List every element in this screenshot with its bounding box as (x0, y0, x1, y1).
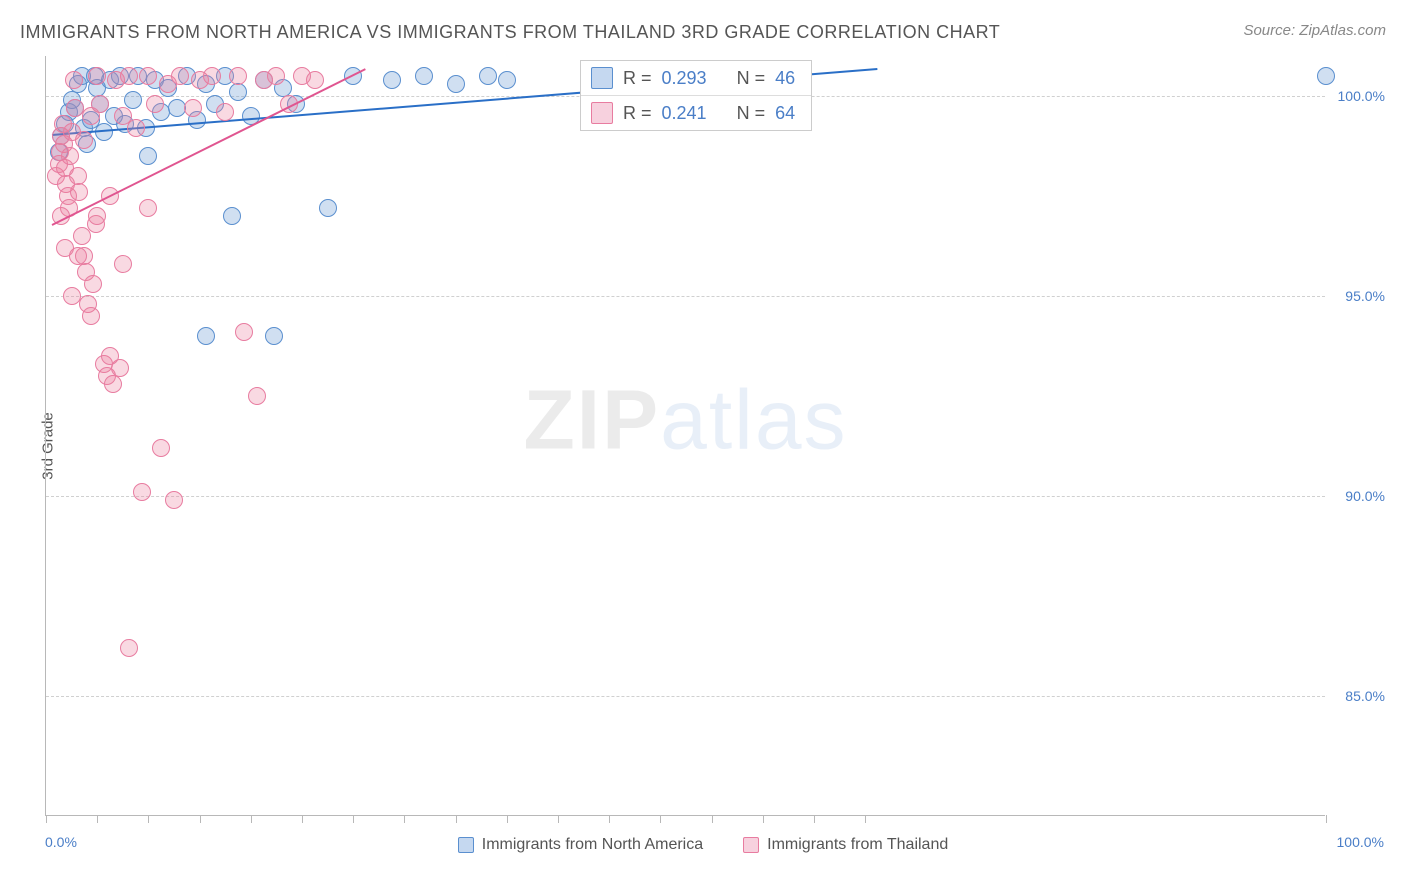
stats-swatch-icon (591, 102, 613, 124)
scatter-point (139, 199, 157, 217)
x-tick (507, 815, 508, 823)
scatter-point (114, 255, 132, 273)
legend-label: Immigrants from Thailand (767, 836, 948, 854)
x-tick (353, 815, 354, 823)
stats-r-value: 0.293 (662, 68, 707, 89)
scatter-point (415, 67, 433, 85)
scatter-point (319, 199, 337, 217)
scatter-point (229, 83, 247, 101)
stats-n-value: 46 (775, 68, 795, 89)
x-tick (148, 815, 149, 823)
scatter-plot-area: ZIPatlas 85.0%90.0%95.0%100.0% (45, 56, 1325, 816)
legend-swatch-icon (458, 837, 474, 853)
source-label: Source: ZipAtlas.com (1243, 22, 1386, 39)
x-tick (609, 815, 610, 823)
x-tick (200, 815, 201, 823)
stats-n-label: N = (737, 68, 766, 89)
scatter-point (184, 99, 202, 117)
legend-bottom: Immigrants from North America Immigrants… (0, 836, 1406, 854)
scatter-point (152, 439, 170, 457)
x-tick (660, 815, 661, 823)
scatter-point (139, 147, 157, 165)
legend-label: Immigrants from North America (482, 836, 703, 854)
scatter-point (120, 639, 138, 657)
x-tick (712, 815, 713, 823)
scatter-point (248, 387, 266, 405)
stats-r-label: R = (623, 68, 652, 89)
scatter-point (146, 95, 164, 113)
gridline (46, 296, 1325, 297)
scatter-point (75, 131, 93, 149)
x-tick (865, 815, 866, 823)
x-tick (558, 815, 559, 823)
scatter-point (82, 307, 100, 325)
scatter-point (447, 75, 465, 93)
stats-n-value: 64 (775, 103, 795, 124)
scatter-point (1317, 67, 1335, 85)
scatter-point (61, 147, 79, 165)
scatter-point (265, 327, 283, 345)
scatter-point (168, 99, 186, 117)
x-tick (814, 815, 815, 823)
legend-swatch-icon (743, 837, 759, 853)
y-tick-label: 95.0% (1330, 288, 1385, 304)
y-tick-label: 100.0% (1330, 88, 1385, 104)
scatter-point (82, 107, 100, 125)
stats-box: R = 0.293 N = 46 R = 0.241 N = 64 (580, 60, 812, 131)
scatter-point (120, 67, 138, 85)
watermark-part2: atlas (660, 373, 847, 467)
scatter-point (69, 247, 87, 265)
stats-row-thailand: R = 0.241 N = 64 (581, 96, 811, 130)
scatter-point (229, 67, 247, 85)
scatter-point (223, 207, 241, 225)
stats-r-value: 0.241 (662, 103, 707, 124)
scatter-point (124, 91, 142, 109)
stats-row-north-america: R = 0.293 N = 46 (581, 61, 811, 96)
scatter-point (171, 67, 189, 85)
scatter-point (203, 67, 221, 85)
scatter-point (267, 67, 285, 85)
scatter-point (127, 119, 145, 137)
scatter-point (498, 71, 516, 89)
legend-item-north-america: Immigrants from North America (458, 836, 703, 854)
scatter-point (383, 71, 401, 89)
x-tick (46, 815, 47, 823)
stats-swatch-icon (591, 67, 613, 89)
watermark: ZIPatlas (523, 372, 847, 469)
scatter-point (88, 67, 106, 85)
scatter-point (65, 71, 83, 89)
scatter-point (133, 483, 151, 501)
x-tick (302, 815, 303, 823)
stats-r-label: R = (623, 103, 652, 124)
scatter-point (70, 183, 88, 201)
legend-item-thailand: Immigrants from Thailand (743, 836, 948, 854)
scatter-point (165, 491, 183, 509)
scatter-point (104, 375, 122, 393)
x-tick (1326, 815, 1327, 823)
gridline (46, 696, 1325, 697)
watermark-part1: ZIP (523, 373, 660, 467)
scatter-point (216, 103, 234, 121)
scatter-point (479, 67, 497, 85)
y-tick-label: 85.0% (1330, 688, 1385, 704)
scatter-point (111, 359, 129, 377)
scatter-point (306, 71, 324, 89)
scatter-point (235, 323, 253, 341)
gridline (46, 496, 1325, 497)
x-tick (456, 815, 457, 823)
scatter-point (63, 287, 81, 305)
x-tick (251, 815, 252, 823)
x-tick (404, 815, 405, 823)
scatter-point (84, 275, 102, 293)
y-tick-label: 90.0% (1330, 488, 1385, 504)
scatter-point (88, 207, 106, 225)
chart-title: IMMIGRANTS FROM NORTH AMERICA VS IMMIGRA… (20, 22, 1000, 43)
x-tick (97, 815, 98, 823)
x-tick (763, 815, 764, 823)
scatter-point (139, 67, 157, 85)
scatter-point (197, 327, 215, 345)
stats-n-label: N = (737, 103, 766, 124)
